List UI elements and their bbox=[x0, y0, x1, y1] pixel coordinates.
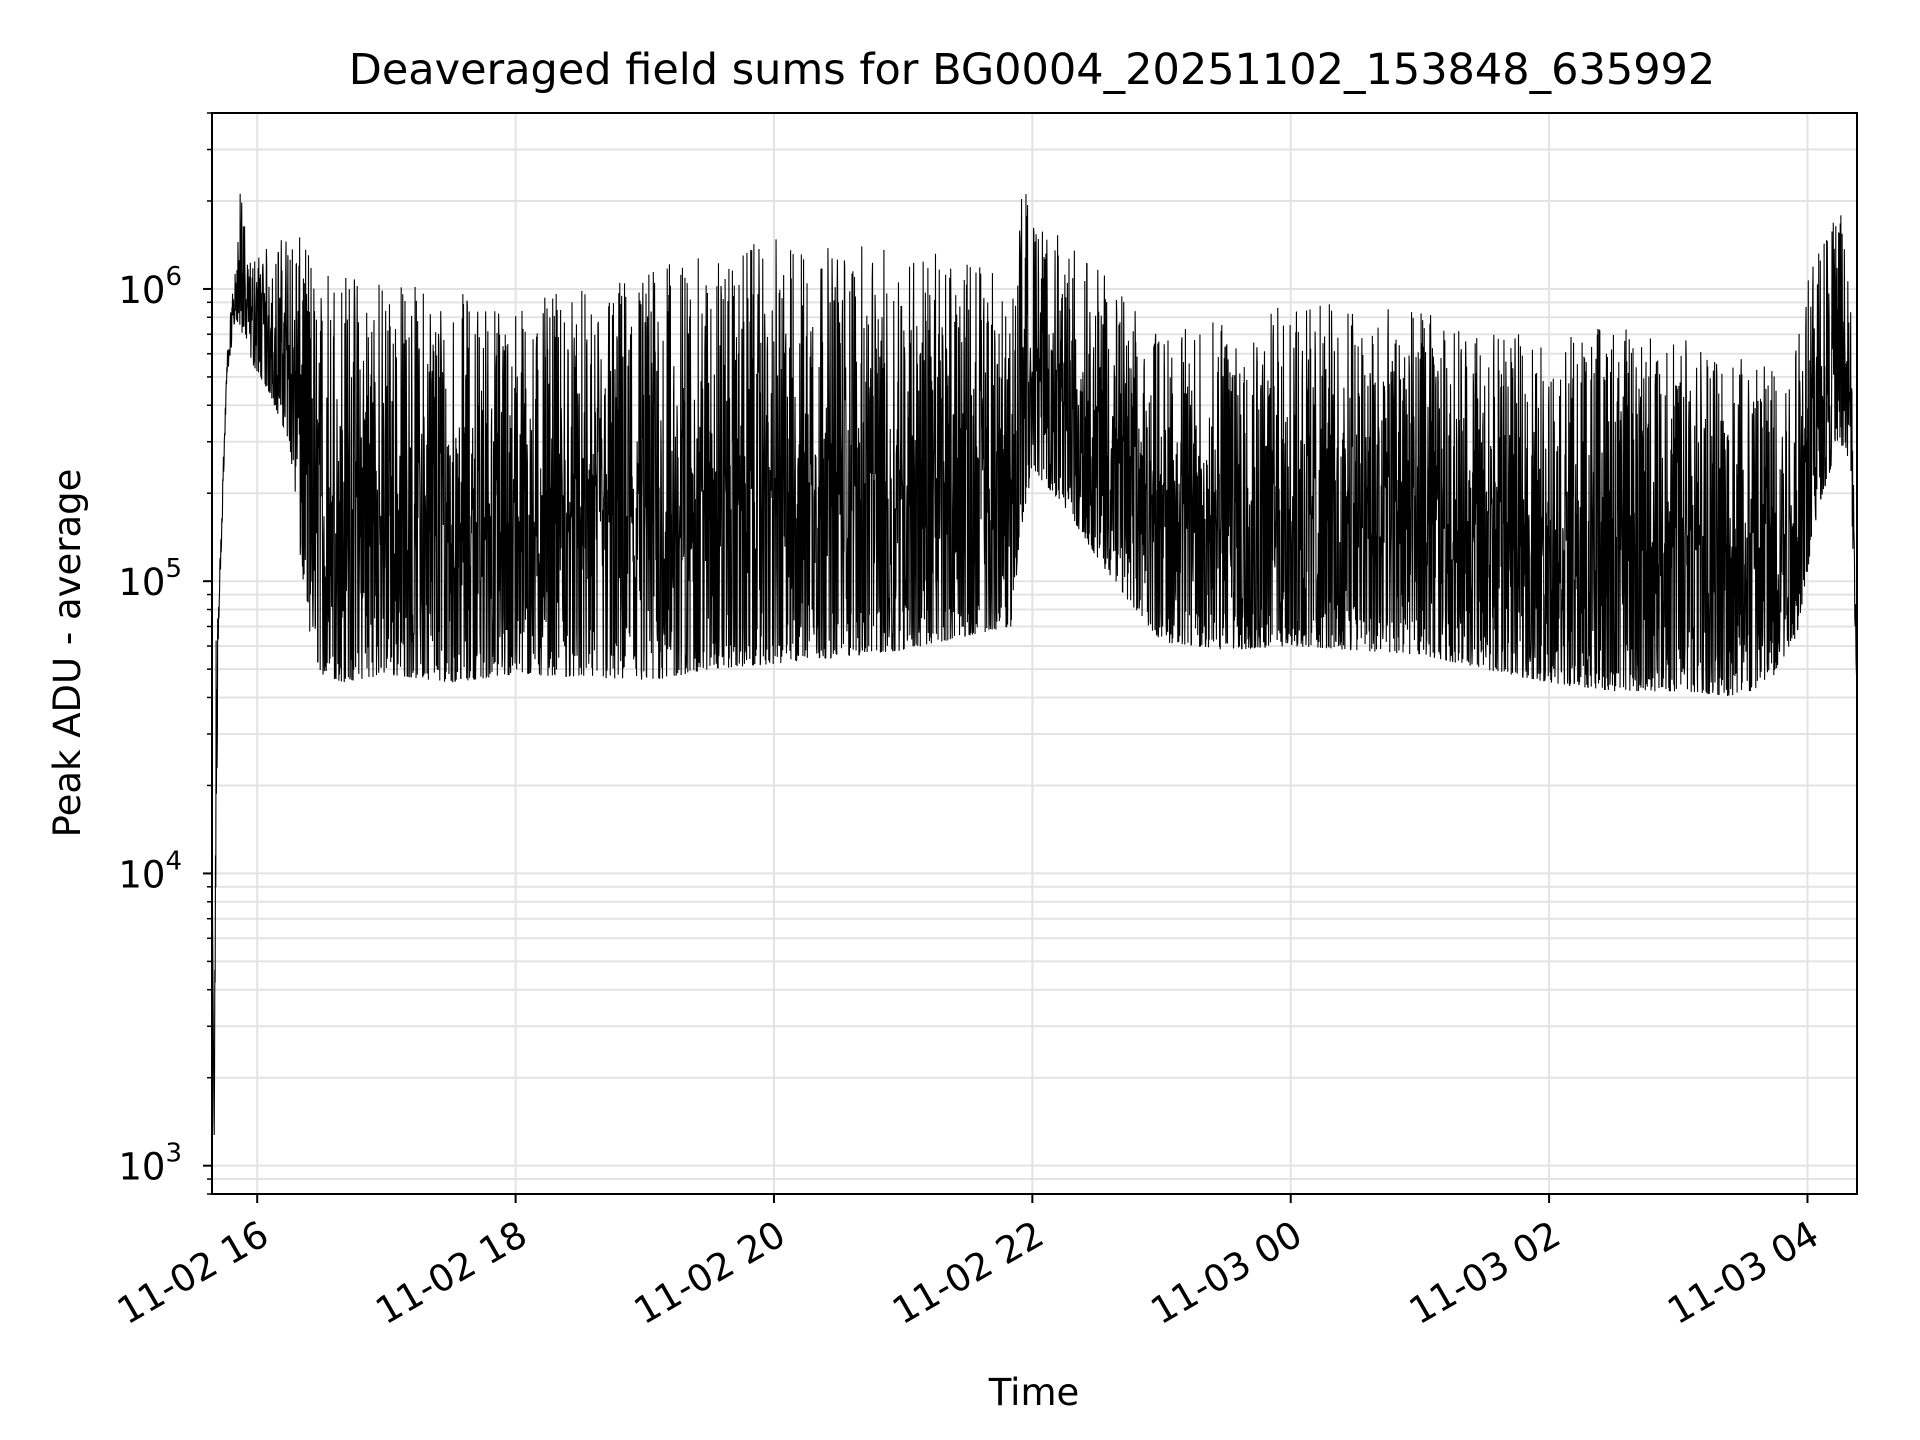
y-tick-exponent: 5 bbox=[165, 554, 182, 584]
plot-frame bbox=[211, 112, 1858, 1195]
chart-title: Deaveraged field sums for BG0004_2025110… bbox=[349, 45, 1716, 95]
data-line bbox=[212, 193, 1857, 1136]
y-tick-exponent: 4 bbox=[165, 846, 182, 876]
y-tick-exponent: 6 bbox=[165, 262, 182, 292]
y-axis-label: Peak ADU - average bbox=[46, 469, 89, 838]
x-axis-label: Time bbox=[988, 1371, 1080, 1414]
y-tick-exponent: 3 bbox=[165, 1139, 182, 1169]
series-layer bbox=[212, 193, 1857, 1136]
